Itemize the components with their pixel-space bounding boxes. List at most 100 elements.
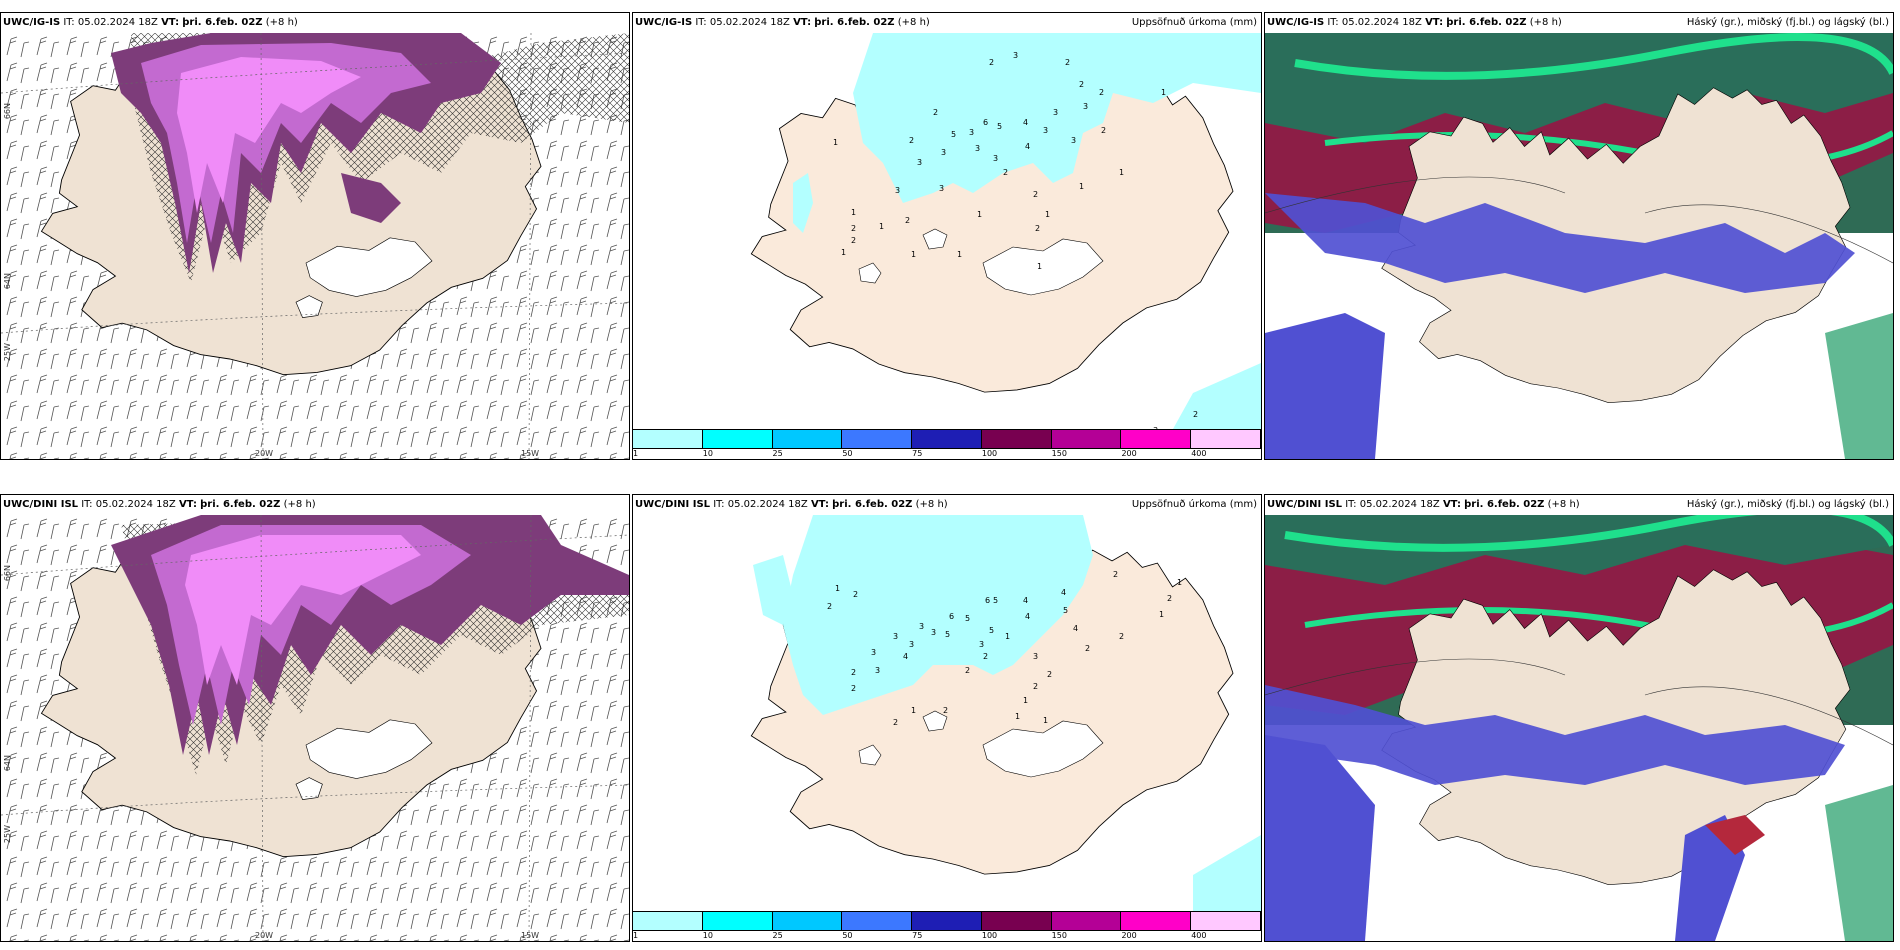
precip-value-label: 2	[851, 668, 856, 677]
precip-value-label: 5	[989, 626, 994, 635]
precip-value-label: 3	[893, 632, 898, 641]
valid-time-label: VT:	[161, 17, 180, 28]
init-time: IT: 05.02.2024 18Z	[695, 17, 790, 28]
precip-value-label: 2	[1101, 126, 1106, 135]
lat-label-64n: 64N	[3, 273, 12, 290]
precip-value-label: 3	[979, 640, 984, 649]
panel-dini-wind: UWC/DINI ISL IT: 05.02.2024 18Z VT: þri.…	[0, 494, 630, 942]
model-name: UWC/IG-IS	[635, 17, 693, 28]
colorbar-tick-label: 50	[842, 931, 853, 940]
valid-time: þri. 6.feb. 02Z	[1446, 17, 1527, 28]
lon-label-15w: 15W	[521, 449, 540, 458]
precip-value-label: 4	[1073, 624, 1078, 633]
precip-value-label: 1	[1159, 610, 1164, 619]
precip-value-label: 2	[943, 706, 948, 715]
precip-value-label: 1	[911, 250, 916, 259]
colorbar-tick-label: 75	[912, 449, 923, 458]
precip-value-label: 1	[1023, 696, 1028, 705]
panel-header: UWC/DINI ISL IT: 05.02.2024 18Z VT: þri.…	[1, 495, 629, 515]
precip-value-label: 1	[1079, 182, 1084, 191]
colorbar-tick-label: 10	[702, 931, 713, 940]
precip-value-label: 4	[1025, 612, 1030, 621]
precip-value-label: 3	[941, 148, 946, 157]
colorbar-tick-label: 25	[772, 449, 783, 458]
lead-time: (+8 h)	[1547, 499, 1580, 510]
precip-value-label: 2	[1113, 570, 1118, 579]
colorbar-cell	[772, 430, 843, 448]
precip-value-label: 6	[949, 612, 954, 621]
lat-label-64n: 64N	[3, 755, 12, 772]
precip-value-label: 2	[1033, 190, 1038, 199]
precip-value-label: 5	[965, 614, 970, 623]
precip-value-label: 2	[1065, 58, 1070, 67]
init-time: IT: 05.02.2024 18Z	[81, 499, 176, 510]
colorbar-cell	[1191, 430, 1261, 448]
valid-time-label: VT:	[178, 499, 197, 510]
precip-value-label: 2	[989, 58, 994, 67]
precip-value-label: 5	[951, 130, 956, 139]
precip-value-label: 2	[893, 718, 898, 727]
valid-time: þri. 6.feb. 02Z	[814, 17, 895, 28]
valid-time: þri. 6.feb. 02Z	[832, 499, 913, 510]
colorbar-cells	[633, 429, 1261, 449]
precip-value-label: 2	[933, 108, 938, 117]
lon-label-20w: 20W	[255, 449, 274, 458]
precip-value-label: 3	[1033, 652, 1038, 661]
panel-ig-clouds: UWC/IG-IS IT: 05.02.2024 18Z VT: þri. 6.…	[1264, 12, 1894, 460]
colorbar-ticks: 1 10 25 50 75 100 150 200 400	[633, 448, 1261, 459]
precip-value-label: 2	[1085, 644, 1090, 653]
precip-value-label: 4	[1061, 588, 1066, 597]
colorbar-cell	[633, 912, 703, 930]
precip-value-label: 4	[903, 652, 908, 661]
precip-value-label: 2	[1033, 682, 1038, 691]
colorbar-tick-label: 1	[633, 449, 639, 458]
wind-precip-map	[1, 515, 629, 941]
colorbar-tick-label: 150	[1051, 449, 1067, 458]
valid-time: þri. 6.feb. 02Z	[200, 499, 281, 510]
colorbar-tick-label: 50	[842, 449, 853, 458]
precip-value-label: 1	[841, 248, 846, 257]
panel-dini-clouds: UWC/DINI ISL IT: 05.02.2024 18Z VT: þri.…	[1264, 494, 1894, 942]
precip-value-label: 4	[1025, 142, 1030, 151]
precip-value-label: 3	[1043, 126, 1048, 135]
colorbar-tick-label: 400	[1191, 931, 1207, 940]
precip-value-label: 6	[985, 596, 990, 605]
valid-time-label: VT:	[810, 499, 829, 510]
precip-value-label: 1	[1005, 632, 1010, 641]
colorbar-tick-label: 400	[1191, 449, 1207, 458]
valid-time: þri. 6.feb. 02Z	[1464, 499, 1545, 510]
panel-header: UWC/DINI ISL IT: 05.02.2024 18Z VT: þri.…	[1265, 495, 1893, 515]
precip-value-label: 2	[909, 136, 914, 145]
lon-label-15w: 15W	[521, 931, 540, 940]
precip-value-label: 1	[911, 706, 916, 715]
colorbar-cell	[702, 912, 773, 930]
precip-value-label: 3	[1083, 102, 1088, 111]
precip-value-label: 1	[1161, 88, 1166, 97]
precip-value-label: 3	[875, 666, 880, 675]
colorbar-tick-label: 200	[1121, 449, 1137, 458]
panel-header: UWC/IG-IS IT: 05.02.2024 18Z VT: þri. 6.…	[633, 13, 1261, 33]
lead-time: (+8 h)	[283, 499, 316, 510]
precip-value-label: 1	[835, 584, 840, 593]
colorbar: 1 10 25 50 75 100 150 200 400	[633, 911, 1261, 941]
model-name: UWC/IG-IS	[3, 17, 61, 28]
precip-value-label: 1	[1045, 210, 1050, 219]
panel-ig-wind: UWC/IG-IS IT: 05.02.2024 18Z VT: þri. 6.…	[0, 12, 630, 460]
precip-value-label: 2	[1193, 410, 1198, 419]
precip-value-label: 3	[939, 184, 944, 193]
precip-value-label: 4	[1023, 118, 1028, 127]
precip-value-label: 5	[945, 630, 950, 639]
precip-value-label: 3	[931, 628, 936, 637]
precip-value-label: 3	[1013, 51, 1018, 60]
colorbar-cell	[1051, 430, 1122, 448]
precip-value-label: 2	[1035, 224, 1040, 233]
colorbar-tick-label: 150	[1051, 931, 1067, 940]
precip-value-label: 3	[969, 128, 974, 137]
model-name: UWC/IG-IS	[1267, 17, 1325, 28]
panel-ig-precip: UWC/IG-IS IT: 05.02.2024 18Z VT: þri. 6.…	[632, 12, 1262, 460]
precip-value-label: 2	[827, 602, 832, 611]
colorbar-tick-label: 100	[981, 449, 998, 458]
